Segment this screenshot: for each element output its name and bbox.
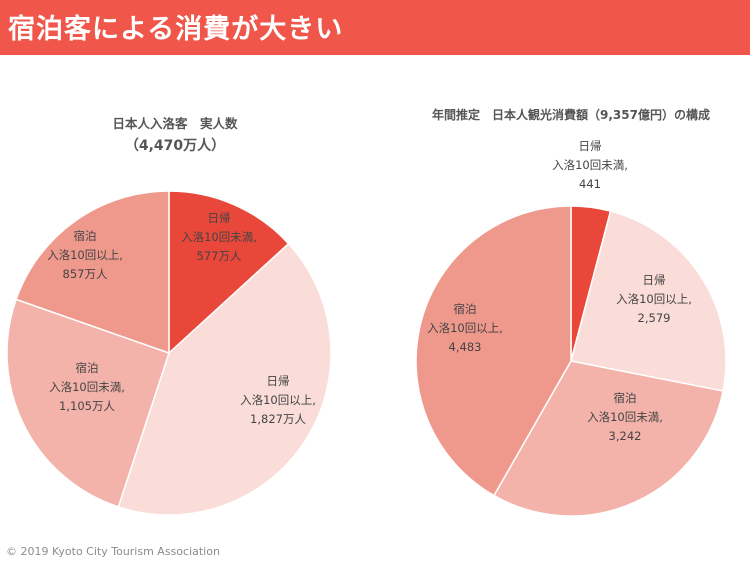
copyright-footer: © 2019 Kyoto City Tourism Association xyxy=(6,545,220,558)
pie1-slice-1 xyxy=(168,190,290,355)
pie2-slice-4 xyxy=(415,205,572,497)
pie1-label-2: 日帰入洛10回以上, 1,827万人 xyxy=(240,374,316,426)
page-title: 宿泊客による消費が大きい xyxy=(8,14,344,45)
pie1-label-3: 宿泊入洛10回未満, 1,105万人 xyxy=(49,361,125,413)
pie2-label-2: 日帰入洛10回以上, 2,579 xyxy=(616,273,692,325)
chart1-title: 日本人入洛客 実人数 xyxy=(112,116,238,131)
chart1-subtitle: （4,470万人） xyxy=(124,138,226,154)
pie2-slice-3 xyxy=(492,360,724,517)
chart2-title: 年間推定 日本人観光消費額（9,357億円）の構成 xyxy=(432,108,710,122)
header-banner: 宿泊客による消費が大きい xyxy=(0,0,750,55)
pie2-label-3: 宿泊入洛10回未満, 3,242 xyxy=(587,391,663,443)
pie1-label-1: 日帰入洛10回未満, 577万人 xyxy=(181,211,257,263)
pie1-slice-2 xyxy=(117,242,332,516)
pie2-label-4: 宿泊入洛10回以上, 4,483 xyxy=(427,302,503,354)
pie2-slice-2 xyxy=(570,210,727,392)
pie1-slice-4 xyxy=(15,190,170,355)
pie1-slice-3 xyxy=(6,298,170,508)
pie1-label-4: 宿泊入洛10回以上, 857万人 xyxy=(47,229,123,281)
pie2-label-1: 日帰入洛10回未満, 441 xyxy=(552,139,628,191)
chart2-pie: 日帰入洛10回未満, 441 日帰入洛10回以上, 2,579 宿泊入洛10回未満, 3,… xyxy=(415,139,727,517)
